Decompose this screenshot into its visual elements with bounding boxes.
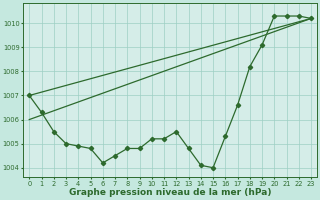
X-axis label: Graphe pression niveau de la mer (hPa): Graphe pression niveau de la mer (hPa) xyxy=(69,188,271,197)
